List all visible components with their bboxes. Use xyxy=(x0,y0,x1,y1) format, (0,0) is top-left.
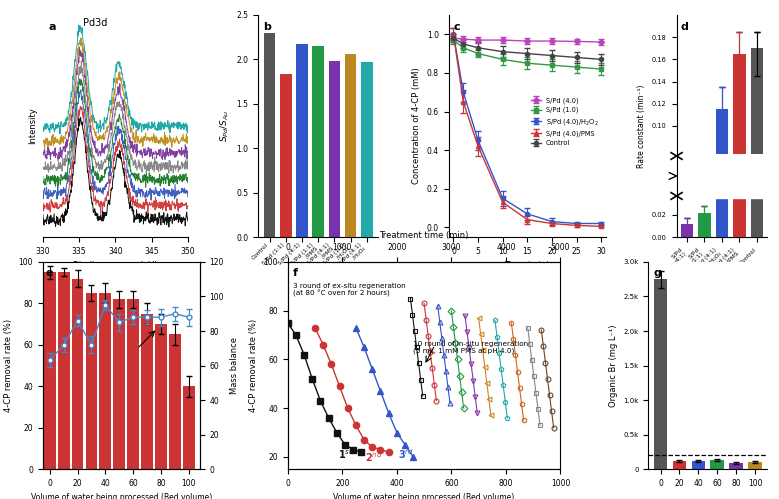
Bar xyxy=(312,46,324,237)
Text: e: e xyxy=(46,268,54,278)
Bar xyxy=(296,44,308,237)
Bar xyxy=(733,59,746,237)
Y-axis label: Mass balance: Mass balance xyxy=(230,337,238,394)
Bar xyxy=(710,460,724,469)
Bar xyxy=(155,324,167,469)
Bar xyxy=(114,299,125,469)
Bar xyxy=(264,33,276,237)
Bar xyxy=(681,224,693,237)
X-axis label: Treatment time (min): Treatment time (min) xyxy=(379,231,469,240)
Bar xyxy=(751,204,763,237)
X-axis label: Volume of water being processed (Bed volume): Volume of water being processed (Bed vol… xyxy=(30,494,212,499)
Y-axis label: $S_{Pd}/S_{Au}$: $S_{Pd}/S_{Au}$ xyxy=(218,110,231,142)
Text: 3 round of ex-situ regeneration
(at 80 °C oven for 2 hours): 3 round of ex-situ regeneration (at 80 °… xyxy=(293,282,406,297)
Text: g: g xyxy=(653,268,661,278)
Bar xyxy=(183,386,195,469)
Bar xyxy=(672,461,686,469)
Bar xyxy=(692,461,705,469)
Bar xyxy=(58,272,69,469)
Bar xyxy=(100,293,111,469)
Bar xyxy=(72,278,83,469)
X-axis label: Time (min): Time (min) xyxy=(505,261,550,270)
Legend: S/Pd (4.0), S/Pd (1.0), S/Pd (4.0)/H$_2$O$_2$, S/Pd (4.0)/PMS, Control: S/Pd (4.0), S/Pd (1.0), S/Pd (4.0)/H$_2$… xyxy=(528,94,601,149)
Y-axis label: 4-CP removal rate (%): 4-CP removal rate (%) xyxy=(4,319,13,412)
Bar xyxy=(698,213,710,237)
Bar xyxy=(654,279,668,469)
Bar xyxy=(749,462,762,469)
Bar xyxy=(141,314,153,469)
Text: c: c xyxy=(453,21,460,31)
Bar xyxy=(329,61,340,237)
Bar xyxy=(361,62,372,237)
Bar xyxy=(716,204,728,237)
Y-axis label: Concentration of 4-CP (mM): Concentration of 4-CP (mM) xyxy=(412,68,421,184)
Bar xyxy=(751,48,763,154)
Text: 3$^{rd}$: 3$^{rd}$ xyxy=(398,448,414,461)
Bar xyxy=(733,54,746,154)
Bar xyxy=(729,463,743,469)
Text: b: b xyxy=(263,21,271,31)
X-axis label: Volume of water being processed (Bed volume): Volume of water being processed (Bed vol… xyxy=(333,494,515,499)
Bar xyxy=(86,293,97,469)
Text: 2$^{nd}$: 2$^{nd}$ xyxy=(365,450,383,464)
Bar xyxy=(280,74,291,237)
Y-axis label: Intensity: Intensity xyxy=(28,108,37,144)
Y-axis label: 4-CP removal rate (%): 4-CP removal rate (%) xyxy=(249,319,258,412)
Bar xyxy=(127,299,139,469)
Bar xyxy=(345,54,356,237)
Bar xyxy=(733,204,746,237)
Bar xyxy=(169,334,181,469)
Y-axis label: Organic Br (mg L⁻¹): Organic Br (mg L⁻¹) xyxy=(608,324,618,407)
Y-axis label: Rate constant (min⁻¹): Rate constant (min⁻¹) xyxy=(637,84,647,168)
Text: 10 round of in-situ regeneration
(5 mL, 1 mM PMS at pH 4.0): 10 round of in-situ regeneration (5 mL, … xyxy=(413,341,528,354)
Bar xyxy=(716,115,728,237)
Bar xyxy=(677,154,767,198)
X-axis label: Binding energy (eV): Binding energy (eV) xyxy=(73,261,157,270)
Bar xyxy=(751,54,763,237)
Bar xyxy=(716,109,728,154)
Bar xyxy=(681,224,693,237)
Text: Pd3d: Pd3d xyxy=(83,18,108,28)
Bar xyxy=(44,272,56,469)
Text: d: d xyxy=(680,21,688,31)
Text: a: a xyxy=(48,21,56,31)
Bar xyxy=(698,213,710,237)
Text: 1$^{st}$: 1$^{st}$ xyxy=(338,448,354,461)
Text: f: f xyxy=(293,268,298,278)
